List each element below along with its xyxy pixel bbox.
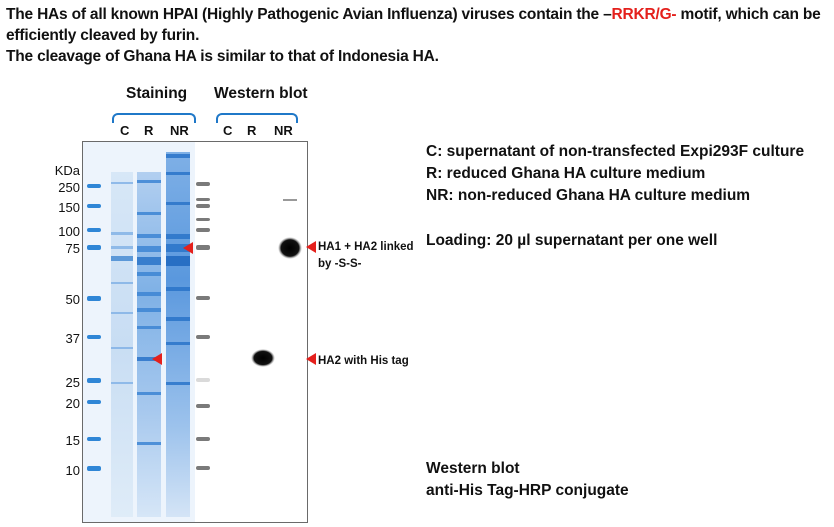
staining-title: Staining — [126, 85, 188, 102]
staining-bracket — [112, 113, 196, 123]
western-blot-title: Western blot — [214, 85, 308, 102]
lane-r-bands — [137, 180, 161, 445]
staining-lane-c — [111, 172, 133, 517]
ha-linked-arrow — [306, 241, 316, 253]
lane-label-wb-r: R — [247, 123, 257, 138]
lane-nr-bands — [166, 154, 190, 385]
legend-nr: NR: non-reduced Ghana HA culture medium — [426, 187, 751, 204]
mw-label-150: 150 — [58, 200, 80, 215]
staining-ladder — [87, 184, 101, 471]
lane-label-stain-nr: NR — [170, 123, 189, 138]
western-bracket — [216, 113, 298, 123]
legend-antibody: anti-His Tag-HRP conjugate — [426, 482, 629, 499]
mw-label-100: 100 — [58, 224, 80, 239]
lane-label-stain-r: R — [144, 123, 154, 138]
mw-label-20: 20 — [65, 396, 80, 411]
lane-label-wb-c: C — [223, 123, 233, 138]
staining-r-arrow — [152, 353, 162, 365]
header-line1-pre: The HAs of all known HPAI (Highly Pathog… — [6, 6, 612, 23]
mw-label-50: 50 — [65, 292, 80, 307]
western-band-nr-ha1-ha2 — [278, 237, 302, 259]
staining-lane-nr — [166, 152, 190, 517]
mw-label-37: 37 — [65, 331, 80, 346]
legend-r: R: reduced Ghana HA culture medium — [426, 165, 706, 182]
western-ladder — [196, 182, 210, 470]
mw-label-250: 250 — [58, 180, 80, 195]
legend-loading: Loading: 20 µl supernatant per one well — [426, 232, 718, 249]
gel-svg — [83, 142, 302, 522]
header-line2: The cleavage of Ghana HA is similar to t… — [6, 48, 439, 65]
annotation-ha2: HA2 with His tag — [318, 355, 409, 367]
legend-c: C: supernatant of non-transfected Expi29… — [426, 143, 805, 160]
western-faint-band-nr — [283, 199, 297, 201]
staining-nr-arrow — [183, 242, 193, 254]
ha2-arrow — [306, 353, 316, 365]
western-band-r-ha2 — [251, 349, 275, 367]
mw-label-10: 10 — [65, 463, 80, 478]
mw-unit-label: KDa — [54, 163, 80, 178]
staining-lane-r — [137, 172, 161, 517]
header-text: The HAs of all known HPAI (Highly Pathog… — [6, 4, 828, 67]
mw-label-75: 75 — [65, 241, 80, 256]
mw-label-25: 25 — [65, 375, 80, 390]
lane-label-stain-c: C — [120, 123, 130, 138]
header-line1-post: motif, which can be efficiently cleaved … — [6, 6, 821, 44]
header-motif: RRKR/G- — [611, 6, 677, 23]
mw-label-15: 15 — [65, 433, 80, 448]
gel-blot-image — [82, 141, 308, 523]
lane-c-bands — [111, 182, 133, 384]
lane-label-wb-nr: NR — [274, 123, 293, 138]
annotation-ss-bond: by -S-S- — [318, 258, 362, 270]
legend-western-blot: Western blot — [426, 460, 520, 477]
annotation-ha-linked: HA1 + HA2 linked — [318, 241, 414, 253]
